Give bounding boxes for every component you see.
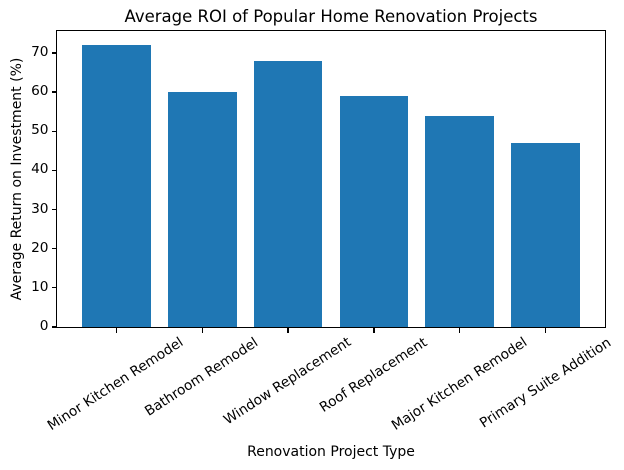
chart-title: Average ROI of Popular Home Renovation P… <box>124 6 538 26</box>
x-tick <box>287 328 289 333</box>
bar-3 <box>339 95 409 327</box>
x-tick-label: Minor Kitchen Remodel <box>45 334 187 434</box>
plot-area <box>56 30 606 328</box>
y-tick <box>52 287 57 289</box>
y-tick <box>52 248 57 250</box>
y-tick <box>52 91 57 93</box>
x-tick <box>373 328 375 333</box>
x-tick <box>545 328 547 333</box>
y-tick-label: 0 <box>39 318 49 335</box>
y-tick-label: 10 <box>31 278 49 295</box>
y-axis-label: Average Return on Investment (%) <box>9 57 25 301</box>
x-tick <box>201 328 203 333</box>
y-tick-label: 70 <box>31 44 49 61</box>
x-axis-label: Renovation Project Type <box>247 444 415 460</box>
y-tick-label: 50 <box>31 122 49 139</box>
y-tick <box>52 169 57 171</box>
bar-5 <box>511 142 581 327</box>
y-tick <box>52 326 57 328</box>
y-tick <box>52 208 57 211</box>
bar-1 <box>167 92 237 327</box>
y-tick-label: 40 <box>31 161 49 178</box>
y-tick-label: 20 <box>31 239 49 256</box>
bar-0 <box>81 45 151 327</box>
y-tick-label: 60 <box>31 83 49 100</box>
bar-4 <box>425 115 495 327</box>
y-tick <box>52 130 57 132</box>
y-tick <box>52 52 57 54</box>
y-tick-label: 30 <box>31 200 49 217</box>
bar-2 <box>253 60 323 327</box>
x-tick <box>115 328 117 333</box>
x-tick <box>459 328 461 333</box>
